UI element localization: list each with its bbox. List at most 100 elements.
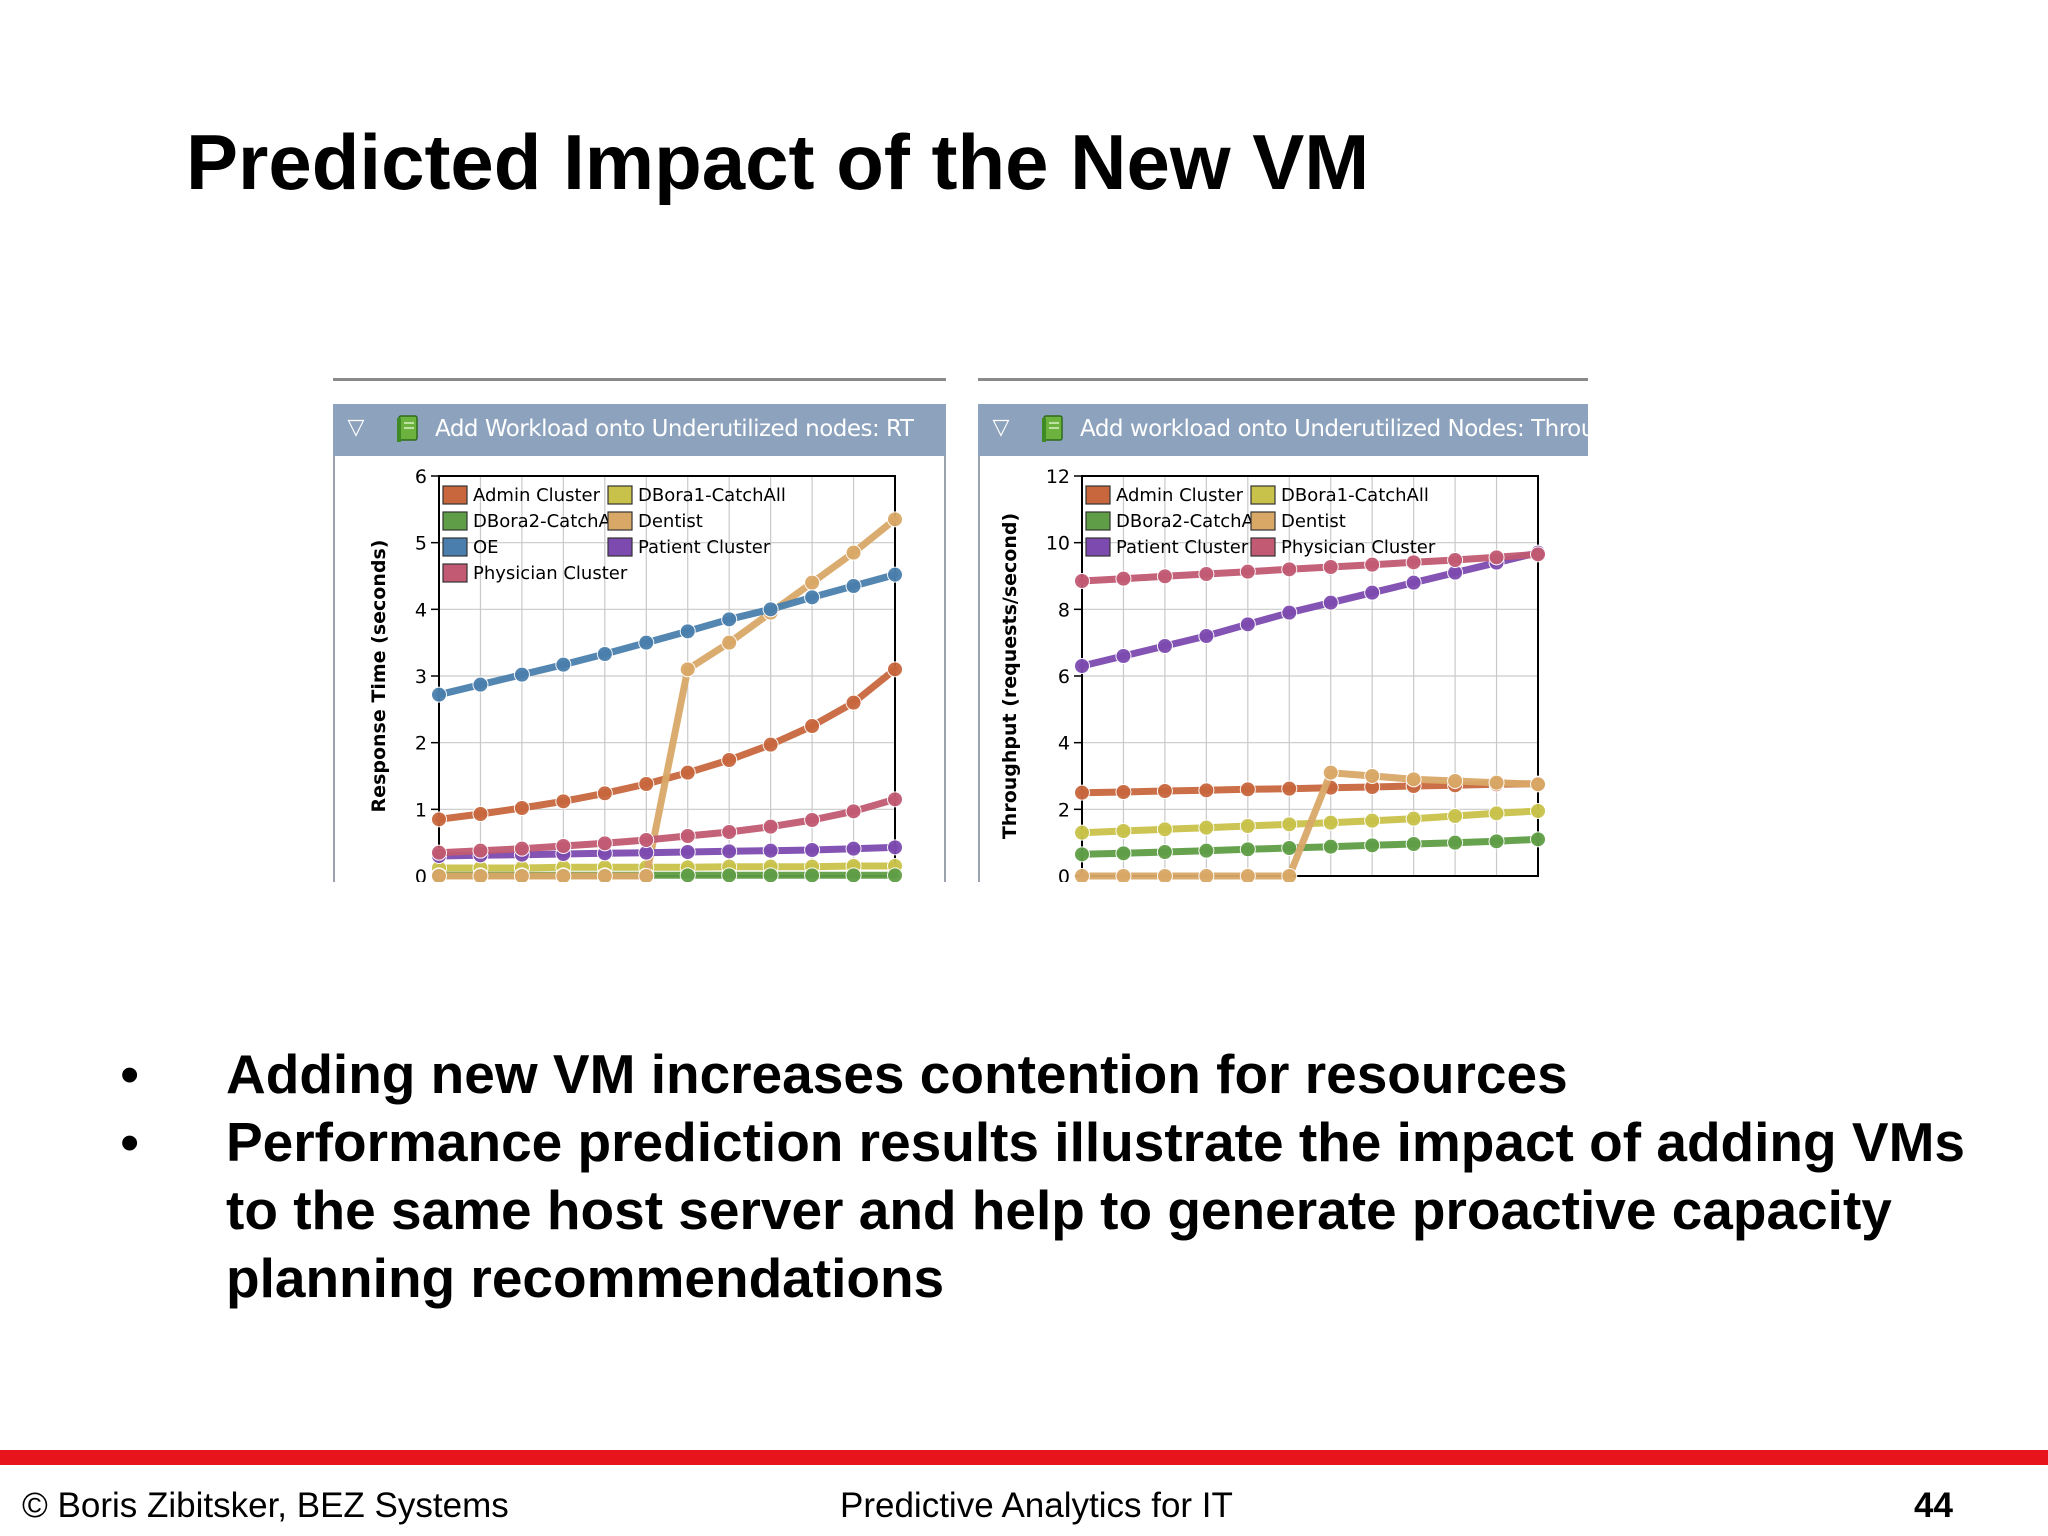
data-point xyxy=(1156,821,1173,838)
data-point xyxy=(1115,570,1132,587)
panel-header[interactable]: ▽ Add workload onto Underutilized Nodes:… xyxy=(978,404,1588,456)
collapse-triangle-icon[interactable]: ▽ xyxy=(992,414,1010,439)
data-point xyxy=(1239,841,1256,858)
data-point xyxy=(1074,658,1090,674)
data-point xyxy=(679,844,696,860)
y-tick-label: 6 xyxy=(1058,666,1070,688)
data-point xyxy=(1156,568,1173,585)
legend-swatch xyxy=(607,511,633,531)
data-point xyxy=(1198,868,1215,882)
legend-swatch xyxy=(1250,511,1276,531)
footer-presentation-title: Predictive Analytics for IT xyxy=(840,1486,1233,1525)
data-point xyxy=(472,868,489,882)
y-tick-label: 0 xyxy=(1058,866,1070,882)
data-point xyxy=(887,791,903,808)
data-point xyxy=(1115,868,1132,882)
data-point xyxy=(804,812,821,828)
data-point xyxy=(679,661,696,678)
data-point xyxy=(887,867,903,882)
data-point xyxy=(513,800,530,816)
data-point xyxy=(1198,819,1215,836)
data-point xyxy=(1198,842,1215,859)
data-point xyxy=(1488,549,1505,566)
data-point xyxy=(1405,836,1422,852)
data-point xyxy=(1364,556,1381,573)
data-point xyxy=(431,844,447,861)
y-tick-label: 1 xyxy=(415,799,427,821)
series-line xyxy=(435,862,899,872)
data-point xyxy=(596,785,613,802)
data-point xyxy=(679,828,696,844)
data-point xyxy=(1488,774,1505,791)
y-tick-label: 8 xyxy=(1058,599,1070,621)
data-point xyxy=(555,868,572,882)
data-point xyxy=(1488,805,1505,822)
data-point xyxy=(1322,814,1339,831)
legend-swatch xyxy=(607,537,633,557)
data-point xyxy=(1364,584,1381,601)
data-point xyxy=(721,867,738,882)
data-point xyxy=(596,868,613,882)
data-point xyxy=(596,835,613,852)
data-point xyxy=(1322,764,1339,781)
data-point xyxy=(1530,776,1546,793)
data-point xyxy=(845,694,862,711)
y-axis-label: Response Time (seconds) xyxy=(368,540,390,813)
data-point xyxy=(1115,784,1132,800)
data-point xyxy=(679,623,696,640)
bullet-item: • Adding new VM increases contention for… xyxy=(120,1040,2000,1108)
data-point xyxy=(513,868,530,882)
legend-label: DBora1-CatchAll xyxy=(638,485,786,506)
y-tick-label: 2 xyxy=(415,733,427,755)
panel-header[interactable]: ▽ Add Workload onto Underutilized nodes:… xyxy=(333,404,946,456)
data-point xyxy=(431,811,447,828)
data-point xyxy=(555,656,572,673)
data-point xyxy=(804,842,821,858)
data-point xyxy=(555,838,572,854)
data-point xyxy=(721,752,738,768)
data-point xyxy=(887,511,903,528)
data-point xyxy=(1530,546,1546,563)
data-point xyxy=(1115,845,1132,862)
y-tick-label: 4 xyxy=(415,599,427,621)
data-point xyxy=(1322,594,1339,611)
panel-title: Add Workload onto Underutilized nodes: R… xyxy=(435,416,914,442)
data-point xyxy=(845,544,862,561)
data-point xyxy=(431,686,447,703)
data-point xyxy=(1239,868,1256,882)
data-point xyxy=(472,842,489,859)
legend-label: DBora2-CatchAll xyxy=(473,511,621,532)
data-point xyxy=(887,566,903,583)
footer-accent-bar xyxy=(0,1450,2048,1465)
data-point xyxy=(1364,768,1381,784)
legend-swatch xyxy=(442,485,468,505)
data-point xyxy=(1488,833,1505,850)
panel-border xyxy=(944,456,946,882)
data-point xyxy=(804,589,821,606)
data-point xyxy=(1239,563,1256,580)
footer-copyright: © Boris Zibitsker, BEZ Systems xyxy=(22,1486,509,1525)
data-point xyxy=(1322,838,1339,855)
data-point xyxy=(1447,773,1464,789)
data-point xyxy=(1156,844,1173,860)
data-point xyxy=(721,611,738,628)
response-time-chart: 0 1 2 3 4 5 6 Response Time (seconds) Admin Clus… xyxy=(368,466,903,882)
bullet-symbol: • xyxy=(120,1043,140,1105)
data-point xyxy=(1156,638,1173,654)
legend-swatch xyxy=(442,511,468,531)
data-point xyxy=(1447,808,1464,824)
collapse-triangle-icon[interactable]: ▽ xyxy=(347,414,365,439)
legend-label: Admin Cluster xyxy=(1116,485,1244,506)
data-point xyxy=(762,818,779,835)
data-point xyxy=(1447,552,1464,568)
data-point xyxy=(1364,812,1381,829)
panel-divider xyxy=(333,378,946,381)
chart-panel-throughput: ▽ Add workload onto Underutilized Nodes:… xyxy=(978,378,1588,882)
data-point xyxy=(1198,782,1215,799)
plot-frame xyxy=(1081,475,1539,877)
y-tick-label: 0 xyxy=(415,866,427,882)
bullet-text: Performance prediction results illustrat… xyxy=(226,1111,1965,1309)
data-point xyxy=(1239,818,1256,834)
y-tick-label: 12 xyxy=(1046,466,1070,488)
bullet-text: Adding new VM increases contention for r… xyxy=(226,1043,1568,1105)
